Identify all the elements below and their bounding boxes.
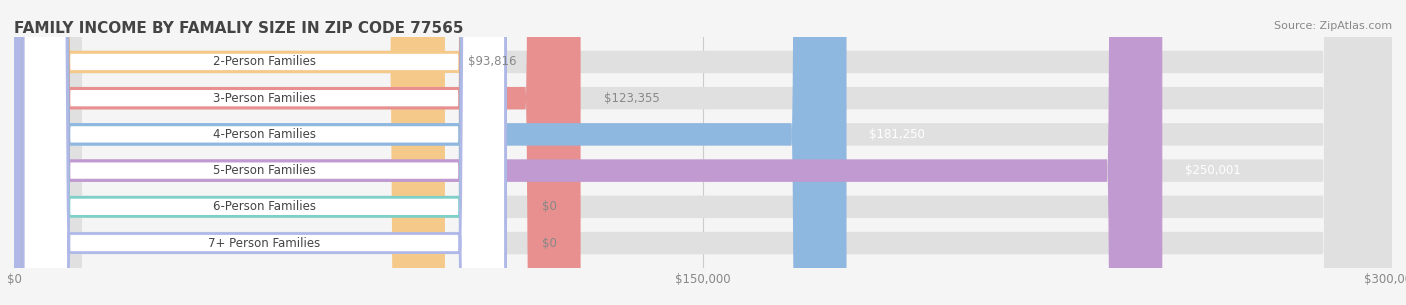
Text: $93,816: $93,816	[468, 56, 516, 68]
FancyBboxPatch shape	[24, 0, 506, 305]
Text: 4-Person Families: 4-Person Families	[212, 128, 316, 141]
Text: $181,250: $181,250	[869, 128, 925, 141]
FancyBboxPatch shape	[24, 0, 506, 305]
FancyBboxPatch shape	[14, 0, 444, 305]
FancyBboxPatch shape	[14, 0, 1392, 305]
Text: $250,001: $250,001	[1185, 164, 1241, 177]
FancyBboxPatch shape	[14, 0, 51, 305]
Text: 5-Person Families: 5-Person Families	[212, 164, 316, 177]
Text: $0: $0	[543, 237, 557, 249]
Text: 6-Person Families: 6-Person Families	[212, 200, 316, 213]
Text: 2-Person Families: 2-Person Families	[212, 56, 316, 68]
FancyBboxPatch shape	[14, 0, 581, 305]
Text: 7+ Person Families: 7+ Person Families	[208, 237, 321, 249]
FancyBboxPatch shape	[14, 0, 1392, 305]
Text: FAMILY INCOME BY FAMALIY SIZE IN ZIP CODE 77565: FAMILY INCOME BY FAMALIY SIZE IN ZIP COD…	[14, 21, 464, 36]
FancyBboxPatch shape	[14, 0, 1392, 305]
FancyBboxPatch shape	[14, 0, 1392, 305]
Text: 3-Person Families: 3-Person Families	[212, 92, 316, 105]
FancyBboxPatch shape	[14, 0, 1163, 305]
FancyBboxPatch shape	[24, 0, 506, 305]
Text: $123,355: $123,355	[603, 92, 659, 105]
Text: $0: $0	[543, 200, 557, 213]
FancyBboxPatch shape	[14, 0, 1392, 305]
Text: Source: ZipAtlas.com: Source: ZipAtlas.com	[1274, 21, 1392, 31]
FancyBboxPatch shape	[14, 0, 51, 305]
FancyBboxPatch shape	[24, 0, 506, 305]
FancyBboxPatch shape	[24, 0, 506, 305]
FancyBboxPatch shape	[24, 0, 506, 305]
FancyBboxPatch shape	[14, 0, 1392, 305]
FancyBboxPatch shape	[14, 0, 846, 305]
